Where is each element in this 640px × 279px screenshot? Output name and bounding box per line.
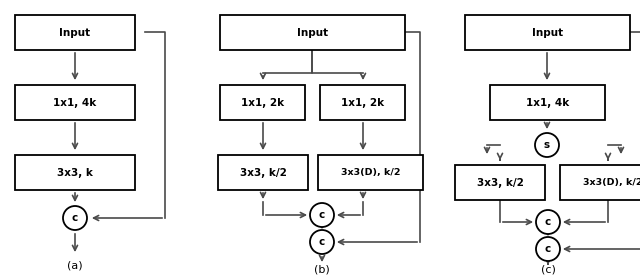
Text: 1x1, 2k: 1x1, 2k [341, 97, 384, 107]
Circle shape [535, 133, 559, 157]
Text: 3x3, k: 3x3, k [57, 167, 93, 177]
Bar [560, 165, 640, 200]
Text: 3x3(D), k/2: 3x3(D), k/2 [340, 168, 400, 177]
Text: 3x3, k/2: 3x3, k/2 [477, 177, 524, 187]
Text: 1x1, 4k: 1x1, 4k [53, 97, 97, 107]
Text: c: c [545, 244, 551, 254]
Bar [455, 165, 545, 200]
Circle shape [310, 203, 334, 227]
Circle shape [63, 206, 87, 230]
Text: (a): (a) [67, 260, 83, 270]
Text: c: c [319, 210, 325, 220]
Bar [490, 85, 605, 120]
Text: Input: Input [532, 28, 563, 37]
Text: c: c [319, 237, 325, 247]
Text: s: s [544, 140, 550, 150]
Bar [15, 155, 135, 190]
Bar [318, 155, 423, 190]
Text: 1x1, 2k: 1x1, 2k [241, 97, 284, 107]
Text: (b): (b) [314, 265, 330, 275]
Text: Input: Input [60, 28, 91, 37]
Bar [15, 85, 135, 120]
Text: 3x3, k/2: 3x3, k/2 [239, 167, 287, 177]
Bar [320, 85, 405, 120]
Bar [218, 155, 308, 190]
Bar [15, 15, 135, 50]
Text: 3x3(D), k/2: 3x3(D), k/2 [583, 178, 640, 187]
Text: 1x1, 4k: 1x1, 4k [526, 97, 569, 107]
Text: Input: Input [297, 28, 328, 37]
Bar [220, 15, 405, 50]
Circle shape [536, 210, 560, 234]
Text: c: c [72, 213, 78, 223]
Text: (c): (c) [541, 265, 556, 275]
Circle shape [310, 230, 334, 254]
Bar [220, 85, 305, 120]
Bar [465, 15, 630, 50]
Circle shape [536, 237, 560, 261]
Text: c: c [545, 217, 551, 227]
